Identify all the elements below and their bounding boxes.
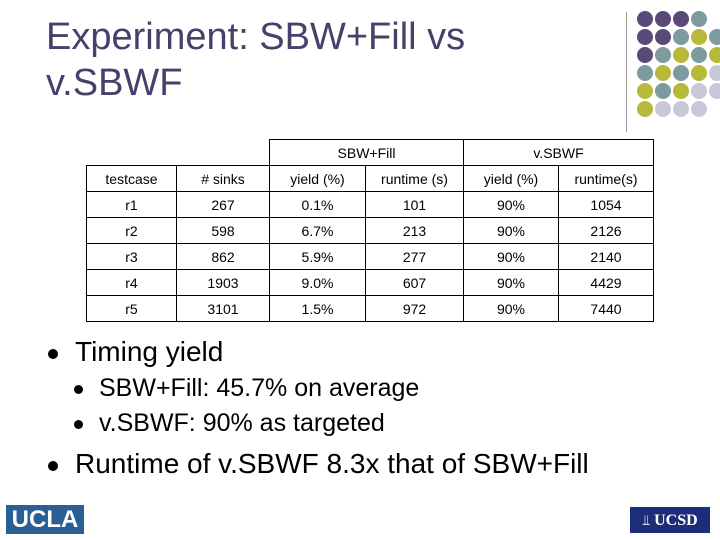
table-header-row: testcase # sinks yield (%) runtime (s) y… <box>86 165 654 192</box>
dot <box>673 83 689 99</box>
dot <box>637 47 653 63</box>
dot <box>637 83 653 99</box>
column-header: testcase <box>86 165 177 192</box>
table-cell: r2 <box>86 217 177 244</box>
table-cell: 213 <box>365 217 464 244</box>
table-cell: r3 <box>86 243 177 270</box>
bullet-text: Runtime of v.SBWF 8.3x that of SBW+Fill <box>75 448 589 479</box>
dot <box>709 47 720 63</box>
group-header-sbwfill: SBW+Fill <box>269 139 464 166</box>
column-header: yield (%) <box>463 165 559 192</box>
dot <box>655 65 671 81</box>
results-table: SBW+Fill v.SBWF testcase # sinks yield (… <box>86 139 654 322</box>
dot <box>673 65 689 81</box>
table-cell: 5.9% <box>269 243 366 270</box>
dot <box>709 65 720 81</box>
table-cell: 90% <box>463 191 559 218</box>
table-cell: 90% <box>463 269 559 296</box>
trident-icon: ⫫ <box>642 512 651 528</box>
dot <box>655 47 671 63</box>
table-cell: 972 <box>365 295 464 322</box>
ucla-logo: UCLA <box>6 505 84 534</box>
dot <box>637 101 653 117</box>
dot <box>655 101 671 117</box>
dot <box>691 47 707 63</box>
dot <box>637 11 653 27</box>
table-cell: 9.0% <box>269 269 366 296</box>
dot <box>673 11 689 27</box>
table-group-header-row: SBW+Fill v.SBWF <box>87 139 654 166</box>
dot <box>691 101 707 117</box>
table-cell: r4 <box>86 269 177 296</box>
dot <box>709 83 720 99</box>
bullet-text: SBW+Fill: 45.7% on average <box>99 374 420 402</box>
table-cell: 90% <box>463 243 559 270</box>
dot <box>691 83 707 99</box>
dot <box>691 29 707 45</box>
table-cell: 267 <box>176 191 270 218</box>
table-cell: 862 <box>176 243 270 270</box>
table-cell: r5 <box>86 295 177 322</box>
table-row: r5 3101 1.5% 972 90% 7440 <box>86 295 654 322</box>
bullet-dot-icon <box>74 420 83 429</box>
dot <box>673 47 689 63</box>
table-cell: 90% <box>463 217 559 244</box>
bullet-dot-icon <box>48 461 58 471</box>
table-cell: 0.1% <box>269 191 366 218</box>
ucsd-logo: ⫫ UCSD <box>630 507 710 533</box>
table-row: r1 267 0.1% 101 90% 1054 <box>86 191 654 218</box>
column-header: runtime(s) <box>558 165 654 192</box>
table-cell: 1903 <box>176 269 270 296</box>
bullet-text: v.SBWF: 90% as targeted <box>99 409 385 437</box>
bullet-dot-icon <box>48 349 58 359</box>
column-header: runtime (s) <box>365 165 464 192</box>
dot <box>655 11 671 27</box>
table-cell: 1054 <box>558 191 654 218</box>
dot <box>691 65 707 81</box>
dot <box>637 65 653 81</box>
dot <box>673 29 689 45</box>
column-header: # sinks <box>176 165 270 192</box>
dot <box>691 11 707 27</box>
bullet-dot-icon <box>74 385 83 394</box>
dot <box>673 101 689 117</box>
table-cell: 598 <box>176 217 270 244</box>
dot <box>709 29 720 45</box>
table-cell: 7440 <box>558 295 654 322</box>
bullet-text: Timing yield <box>75 336 224 367</box>
table-cell: 1.5% <box>269 295 366 322</box>
table-cell: 3101 <box>176 295 270 322</box>
slide-title-line1: Experiment: SBW+Fill vs <box>46 16 466 58</box>
table-row: r2 598 6.7% 213 90% 2126 <box>86 217 654 244</box>
table-cell: 101 <box>365 191 464 218</box>
table-cell: 277 <box>365 243 464 270</box>
table-cell: 6.7% <box>269 217 366 244</box>
table-cell: 2140 <box>558 243 654 270</box>
table-cell: 2126 <box>558 217 654 244</box>
table-blank-cell <box>87 140 270 166</box>
ucsd-logo-text: UCSD <box>654 512 698 529</box>
title-divider <box>626 12 627 132</box>
ucla-logo-text: UCLA <box>11 506 79 533</box>
group-header-vsbwf: v.SBWF <box>463 139 654 166</box>
dot <box>655 29 671 45</box>
table-row: r4 1903 9.0% 607 90% 4429 <box>86 269 654 296</box>
dot <box>637 29 653 45</box>
table-row: r3 862 5.9% 277 90% 2140 <box>86 243 654 270</box>
table-cell: 607 <box>365 269 464 296</box>
slide-title: Experiment: SBW+Fill vs v.SBWF <box>46 14 606 106</box>
column-header: yield (%) <box>269 165 366 192</box>
table-cell: r1 <box>86 191 177 218</box>
dot <box>655 83 671 99</box>
table-cell: 4429 <box>558 269 654 296</box>
table-cell: 90% <box>463 295 559 322</box>
slide-title-line2: v.SBWF <box>46 62 183 104</box>
